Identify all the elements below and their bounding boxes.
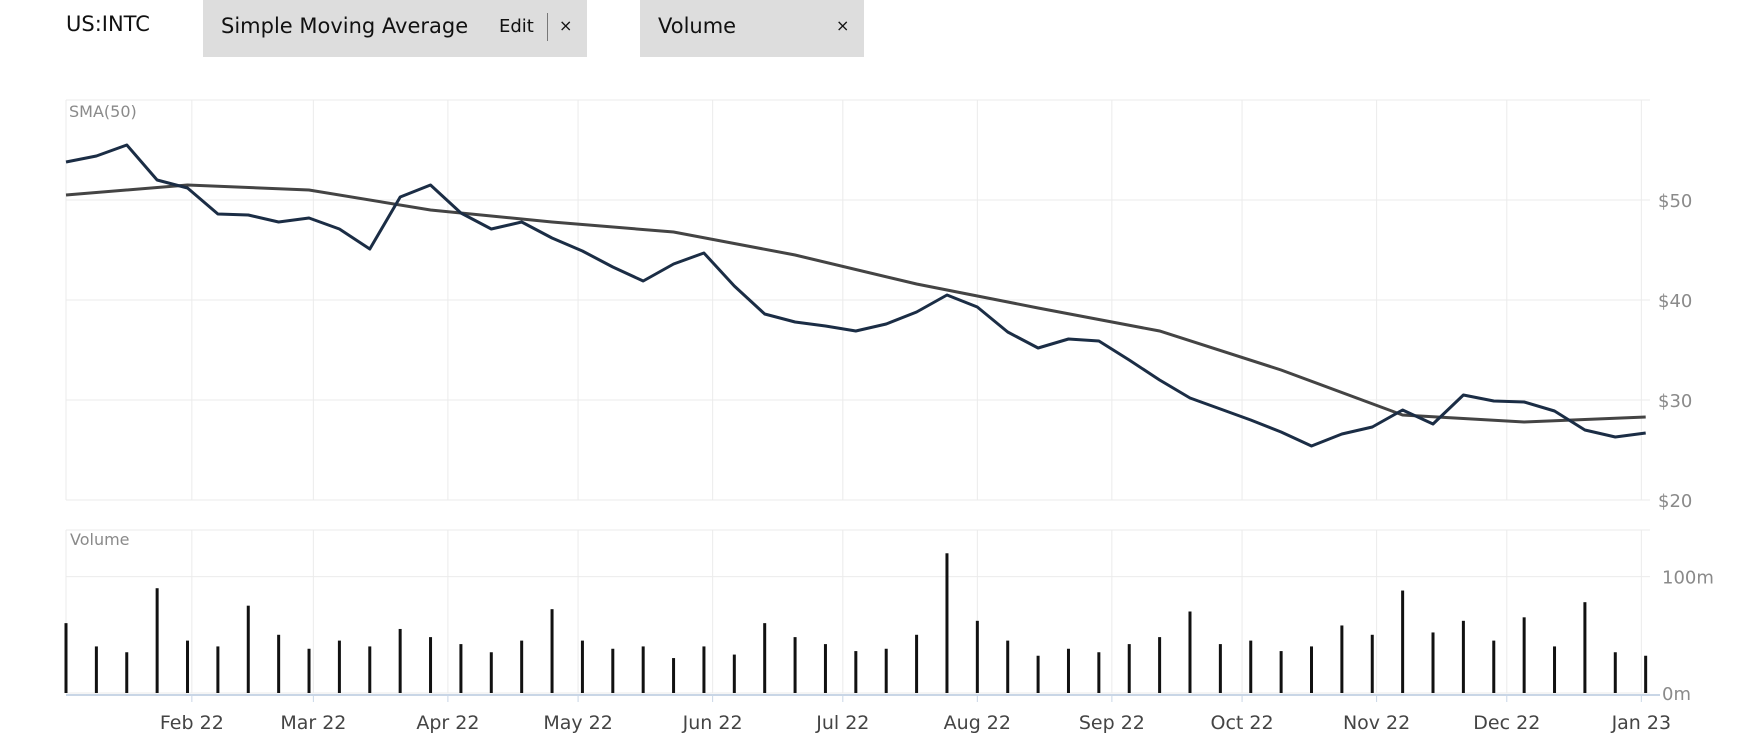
volume-bar xyxy=(702,646,706,693)
volume-bar xyxy=(520,640,524,693)
x-axis: Feb 22 Mar 22 Apr 22 May 22 Jun 22 Jul 22 Aug … xyxy=(160,695,1671,734)
volume-bar xyxy=(1158,637,1162,693)
volume-bar xyxy=(641,646,645,693)
x-tick-label: Feb 22 xyxy=(160,712,224,734)
sma-indicator-chip[interactable]: Simple Moving Average Edit × xyxy=(203,0,587,57)
volume-bar xyxy=(125,652,129,693)
volume-grid xyxy=(65,529,1650,694)
volume-bar xyxy=(398,628,402,693)
price-y-tick-label: $20 xyxy=(1658,491,1692,512)
x-tick-label: Oct 22 xyxy=(1211,712,1274,734)
volume-bar xyxy=(1644,655,1648,693)
volume-bar xyxy=(975,620,979,693)
volume-bar xyxy=(459,644,463,693)
indicator-toolbar: US:INTC Simple Moving Average Edit × Vol… xyxy=(0,0,1759,58)
volume-bar xyxy=(550,609,554,693)
volume-panel-label: Volume xyxy=(70,530,130,549)
volume-bar xyxy=(611,648,615,693)
volume-bar xyxy=(277,634,281,693)
price-y-tick-label: $30 xyxy=(1658,391,1692,412)
price-y-tick-label: $40 xyxy=(1658,291,1692,312)
volume-bar xyxy=(307,648,311,693)
volume-bar xyxy=(672,658,676,693)
volume-bar xyxy=(1249,640,1253,693)
volume-bar xyxy=(884,648,888,693)
sma-panel-label: SMA(50) xyxy=(69,102,137,121)
volume-bar xyxy=(368,646,372,693)
volume-bar xyxy=(854,651,858,693)
volume-bar xyxy=(1340,625,1344,693)
x-tick-label: Dec 22 xyxy=(1473,712,1540,734)
volume-bar xyxy=(246,605,250,693)
volume-bar xyxy=(1401,590,1405,693)
volume-bar xyxy=(1006,640,1010,693)
volume-bar xyxy=(1097,652,1101,693)
chip-divider xyxy=(547,13,548,41)
volume-bar xyxy=(1188,611,1192,693)
x-tick-label: Jan 23 xyxy=(1611,712,1672,734)
x-tick-label: May 22 xyxy=(543,712,613,734)
volume-bar xyxy=(155,588,159,693)
price-grid xyxy=(65,99,1650,501)
volume-bar xyxy=(1583,602,1587,693)
volume-y-axis: 0m 100m xyxy=(1662,568,1714,705)
x-tick-label: Sep 22 xyxy=(1079,712,1145,734)
volume-remove-button[interactable]: × xyxy=(836,16,850,35)
x-tick-label: Apr 22 xyxy=(416,712,479,734)
sma-indicator-label: Simple Moving Average xyxy=(221,14,469,38)
x-tick-label: Nov 22 xyxy=(1343,712,1410,734)
volume-bar xyxy=(1310,646,1314,693)
volume-bar xyxy=(1370,634,1374,693)
ticker-symbol: US:INTC xyxy=(66,12,150,36)
x-tick-label: Mar 22 xyxy=(280,712,346,734)
x-tick-label: Jun 22 xyxy=(682,712,743,734)
volume-bars xyxy=(64,553,1648,693)
volume-bar xyxy=(1492,640,1496,693)
sma-line xyxy=(65,183,1646,424)
volume-bar xyxy=(1553,646,1557,693)
price-y-axis: $20 $30 $40 $50 xyxy=(1658,191,1692,512)
volume-bar xyxy=(489,652,493,693)
volume-bar xyxy=(1431,632,1435,693)
volume-bar xyxy=(1461,620,1465,693)
volume-indicator-chip[interactable]: Volume × xyxy=(640,0,864,57)
volume-bar xyxy=(1522,617,1526,693)
sma-remove-button[interactable]: × xyxy=(559,16,573,35)
volume-bar xyxy=(823,644,827,693)
price-line xyxy=(65,143,1646,448)
volume-bar xyxy=(64,623,68,693)
volume-bar xyxy=(337,640,341,693)
volume-bar xyxy=(94,646,98,693)
volume-bar xyxy=(945,553,949,693)
volume-bar xyxy=(1218,644,1222,693)
price-y-tick-label: $50 xyxy=(1658,191,1692,212)
volume-bar xyxy=(763,623,767,693)
volume-bar xyxy=(1613,652,1617,693)
x-tick-label: Aug 22 xyxy=(944,712,1011,734)
volume-bar xyxy=(1036,655,1040,693)
volume-bar xyxy=(793,637,797,693)
volume-bar xyxy=(216,646,220,693)
volume-indicator-label: Volume xyxy=(658,14,737,38)
volume-bar xyxy=(1127,644,1131,693)
sma-edit-button[interactable]: Edit xyxy=(499,16,534,37)
volume-bar xyxy=(1066,648,1070,693)
volume-bar xyxy=(580,640,584,693)
volume-bar xyxy=(915,634,919,693)
volume-bar xyxy=(732,654,736,693)
volume-bar xyxy=(186,640,190,693)
volume-bar xyxy=(429,637,433,693)
x-tick-label: Jul 22 xyxy=(815,712,869,734)
volume-bar xyxy=(1279,651,1283,693)
volume-y-tick-label: 0m xyxy=(1662,684,1691,705)
volume-y-tick-label: 100m xyxy=(1662,568,1714,589)
